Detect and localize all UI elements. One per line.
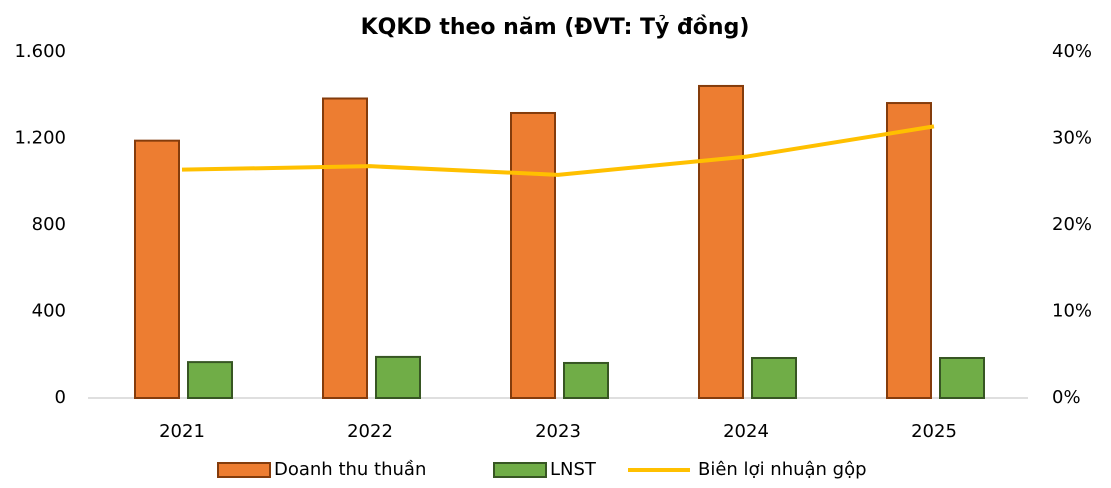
x-tick-label: 2024: [723, 421, 769, 442]
x-tick-label: 2023: [535, 421, 581, 442]
y2-tick-label: 30%: [1052, 128, 1092, 149]
x-tick-label: 2021: [159, 421, 205, 442]
line: [181, 124, 935, 177]
bar: [322, 97, 368, 400]
bar: [510, 111, 556, 399]
legend-label: Biên lợi nhuận gộp: [698, 459, 867, 480]
bar: [563, 361, 609, 399]
legend-swatch: [217, 462, 271, 478]
x-tick-label: 2022: [347, 421, 393, 442]
bar: [187, 361, 233, 400]
y2-tick-label: 40%: [1052, 41, 1092, 62]
legend-label: LNST: [550, 459, 597, 480]
bar: [698, 84, 744, 399]
y2-tick-label: 20%: [1052, 214, 1092, 235]
bar: [939, 356, 985, 399]
y2-tick-label: 0%: [1052, 387, 1081, 408]
legend-label: Doanh thu thuần: [274, 459, 426, 480]
chart-title: KQKD theo năm (ĐVT: Tỷ đồng): [361, 15, 750, 40]
legend-swatch: [493, 462, 547, 478]
bar: [886, 102, 932, 399]
y-tick-label: 400: [32, 301, 66, 322]
bar: [751, 356, 797, 399]
y-tick-label: 0: [55, 387, 66, 408]
y-tick-label: 1.600: [14, 41, 66, 62]
y-tick-label: 800: [32, 214, 66, 235]
y2-tick-label: 10%: [1052, 301, 1092, 322]
bar: [375, 355, 421, 400]
y-tick-label: 1.200: [14, 128, 66, 149]
bar: [134, 139, 180, 399]
x-tick-label: 2025: [911, 421, 957, 442]
